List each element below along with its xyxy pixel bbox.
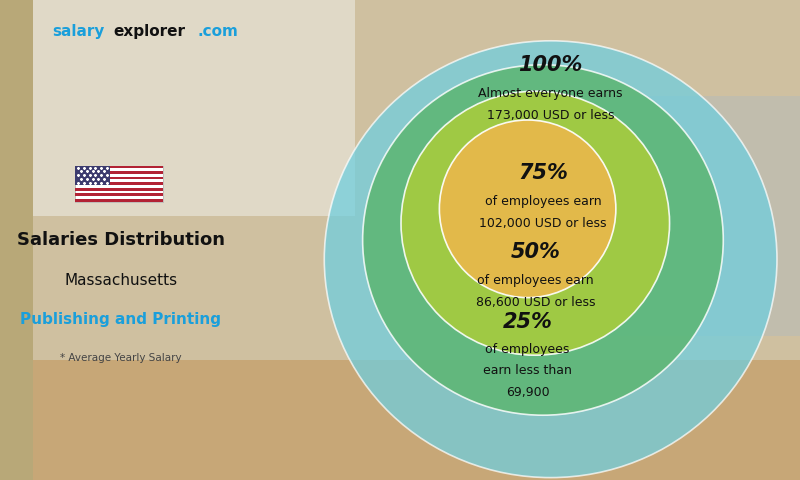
Text: 69,900: 69,900 bbox=[506, 385, 550, 399]
Text: explorer: explorer bbox=[114, 24, 186, 39]
FancyBboxPatch shape bbox=[75, 166, 163, 202]
FancyBboxPatch shape bbox=[75, 177, 163, 180]
Text: of employees: of employees bbox=[486, 343, 570, 356]
FancyBboxPatch shape bbox=[75, 182, 163, 185]
Text: 100%: 100% bbox=[518, 55, 583, 75]
FancyBboxPatch shape bbox=[570, 96, 800, 336]
FancyBboxPatch shape bbox=[75, 193, 163, 196]
FancyBboxPatch shape bbox=[33, 0, 355, 216]
Text: 25%: 25% bbox=[502, 312, 553, 332]
FancyBboxPatch shape bbox=[75, 166, 110, 185]
FancyBboxPatch shape bbox=[75, 199, 163, 202]
FancyBboxPatch shape bbox=[75, 188, 163, 191]
Text: Salaries Distribution: Salaries Distribution bbox=[17, 231, 225, 249]
Ellipse shape bbox=[324, 41, 777, 478]
Text: Publishing and Printing: Publishing and Printing bbox=[21, 312, 222, 327]
Text: Massachusetts: Massachusetts bbox=[64, 273, 178, 288]
Ellipse shape bbox=[401, 91, 670, 355]
Text: earn less than: earn less than bbox=[483, 364, 572, 377]
FancyBboxPatch shape bbox=[75, 166, 163, 168]
Text: of employees earn: of employees earn bbox=[485, 195, 602, 208]
Text: .com: .com bbox=[198, 24, 238, 39]
Ellipse shape bbox=[362, 65, 723, 415]
FancyBboxPatch shape bbox=[33, 0, 800, 480]
FancyBboxPatch shape bbox=[75, 171, 163, 174]
Text: 86,600 USD or less: 86,600 USD or less bbox=[475, 296, 595, 309]
Text: * Average Yearly Salary: * Average Yearly Salary bbox=[60, 353, 182, 362]
Text: 50%: 50% bbox=[510, 242, 560, 262]
FancyBboxPatch shape bbox=[33, 360, 800, 480]
Text: of employees earn: of employees earn bbox=[477, 274, 594, 288]
Text: 173,000 USD or less: 173,000 USD or less bbox=[487, 108, 614, 122]
Text: salary: salary bbox=[52, 24, 104, 39]
Text: 102,000 USD or less: 102,000 USD or less bbox=[479, 216, 606, 230]
Text: 75%: 75% bbox=[518, 163, 568, 183]
Text: Almost everyone earns: Almost everyone earns bbox=[478, 87, 623, 100]
Ellipse shape bbox=[439, 120, 616, 298]
